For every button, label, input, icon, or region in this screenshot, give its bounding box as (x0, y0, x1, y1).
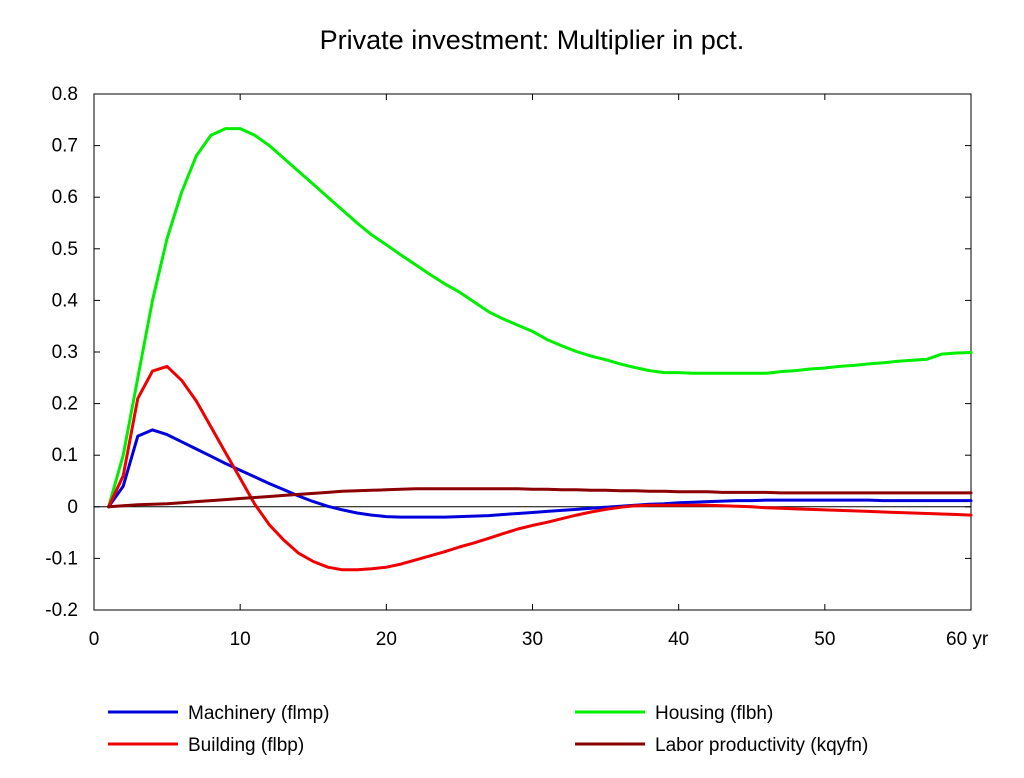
x-tick-label: 20 (376, 629, 397, 650)
series-line-machinery-flmp (107, 428, 973, 519)
series-line-housing-flbh (107, 127, 973, 509)
y-tick-label: 0.4 (52, 290, 79, 311)
series-layer (107, 127, 973, 572)
y-tick-label: 0.5 (52, 239, 78, 260)
plot-frame (93, 93, 972, 611)
y-tick-label: 0.7 (52, 136, 78, 157)
y-tick-label: 0.2 (52, 394, 78, 415)
y-tick-label: 0.1 (52, 445, 78, 466)
chart-title: Private investment: Multiplier in pct. (320, 25, 745, 55)
legend-label: Housing (flbh) (655, 703, 773, 724)
x-tick-label: 10 (230, 629, 251, 650)
y-tick-label: -0.1 (45, 548, 78, 569)
y-tick-label: 0.3 (52, 342, 78, 363)
x-tick-label: 50 (814, 629, 835, 650)
ticks-layer: -0.2 -0.1 0 0.1 0.2 0.3 0.4 0.5 0.6 0.7 0.8 0 10 20 30… (45, 84, 989, 650)
y-tick-label: 0.8 (52, 84, 78, 105)
series-line-building-flbp (107, 364, 973, 572)
x-tick-label: 30 (522, 629, 543, 650)
legend-label: Labor productivity (kqyfn) (655, 735, 868, 756)
y-tick-label: 0 (67, 497, 78, 518)
legend-label: Building (flbp) (188, 735, 304, 756)
x-tick-label: 60 yr (946, 629, 989, 650)
legend: Machinery (flmp) Housing (flbh) Building (… (108, 703, 868, 756)
y-tick-label: 0.6 (52, 187, 78, 208)
x-tick-label: 40 (668, 629, 689, 650)
x-tick-label: 0 (89, 629, 100, 650)
series-line-labor-productivity-kqyfn (107, 487, 973, 509)
legend-label: Machinery (flmp) (188, 703, 329, 724)
y-tick-label: -0.2 (45, 600, 78, 621)
